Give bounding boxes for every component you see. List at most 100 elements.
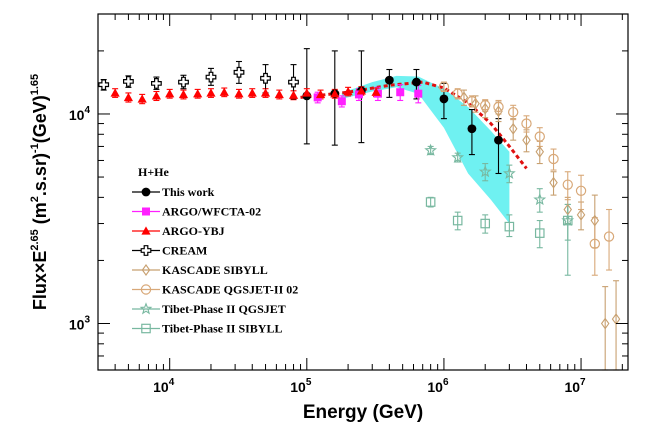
argo_ybj-point: [343, 86, 353, 96]
legend-marker-argo_ybj: [141, 226, 151, 235]
this_work-point: [439, 94, 449, 104]
tibet_sibyll-point: [452, 215, 463, 226]
argo_ybj-point: [234, 89, 244, 98]
cream-point: [178, 76, 189, 88]
this_work-point: [467, 124, 477, 134]
kascade_sibyll-point: [600, 317, 610, 330]
cream-point: [98, 79, 110, 91]
argo_ybj-point: [123, 92, 134, 102]
argo_ybj-point: [260, 88, 271, 97]
argo_ybj-point: [206, 88, 216, 97]
plot-frame: [97, 13, 629, 371]
x-axis-label: Energy (GeV): [303, 402, 423, 423]
kascade_qgsjet-point: [507, 106, 519, 118]
kascade_sibyll-point: [535, 145, 545, 158]
kascade_sibyll-point: [611, 313, 621, 326]
argo_wfcta-point: [396, 88, 405, 97]
kascade_qgsjet-point: [466, 96, 478, 107]
legend-label: Tibet-Phase II SIBYLL: [162, 322, 282, 336]
this_work-point: [384, 75, 394, 85]
fit-line: [300, 80, 528, 170]
legend-marker-kascade_sibyll: [141, 264, 151, 276]
x-tick-label: 107: [564, 377, 586, 395]
tibet_sibyll-point: [562, 215, 573, 226]
legend-item: Tibet-Phase II QGSJET: [132, 302, 286, 316]
argo_ybj-point: [274, 89, 284, 99]
legend-item: ARGO-YBJ: [132, 224, 225, 238]
argo_ybj-point: [165, 89, 175, 98]
legend-title: H+He: [138, 165, 170, 179]
tibet_sibyll-point: [504, 221, 515, 232]
kascade_qgsjet-point: [493, 101, 504, 113]
x-tick-label: 104: [153, 377, 175, 395]
kascade_qgsjet-point: [589, 238, 601, 250]
kascade_sibyll-point: [549, 176, 558, 189]
legend-marker-this_work: [141, 187, 151, 197]
kascade_qgsjet-point: [452, 88, 463, 99]
argo_ybj-point: [178, 89, 189, 99]
legend-label: Tibet-Phase II QGSJET: [162, 302, 286, 316]
argo_ybj-point: [193, 89, 203, 98]
kascade_qgsjet-point: [548, 153, 559, 165]
argo_ybj-point: [302, 88, 312, 97]
legend-marker-kascade_qgsjet: [140, 284, 152, 295]
legend-item: KASCADE QGSJET-II 02: [132, 283, 298, 297]
legend-item: CREAM: [132, 244, 207, 258]
cream-point: [288, 76, 299, 88]
tibet_qgsjet-point: [502, 166, 516, 179]
legend-label: This work: [162, 185, 215, 199]
legend-label: KASCADE SIBYLL: [162, 263, 268, 277]
argo_ybj-point: [330, 89, 340, 98]
legend-item: Tibet-Phase II SIBYLL: [132, 322, 282, 336]
argo_ybj-point: [219, 87, 229, 96]
kascade_qgsjet-point: [575, 185, 587, 196]
legend-item: ARGO/WFCTA-02: [132, 205, 261, 219]
y-axis-label: Flux×E2.65 (m2.s.sr)-1(GeV)1.65: [29, 74, 50, 310]
argo_ybj-point: [356, 86, 366, 95]
x-tick-label: 105: [290, 377, 312, 395]
cream-point: [205, 71, 217, 83]
cream-point: [151, 77, 162, 89]
cream-point: [260, 72, 271, 84]
tibet_qgsjet-point: [451, 150, 465, 163]
kascade_sibyll-point: [494, 105, 503, 118]
kascade_qgsjet-point: [534, 131, 545, 142]
tibet_qgsjet-point: [424, 143, 438, 156]
tibet_sibyll-point: [480, 218, 491, 229]
argo_ybj-point: [371, 87, 381, 96]
cream-point: [233, 66, 245, 78]
kascade_qgsjet-point: [438, 81, 450, 92]
cream-point: [122, 75, 134, 87]
systematic-band: [341, 75, 510, 224]
kascade_sibyll-point: [471, 97, 480, 110]
argo_ybj-point: [288, 90, 299, 99]
y-tick-label: 103: [69, 315, 91, 333]
kascade_qgsjet-point: [521, 118, 532, 129]
argo_ybj-point: [247, 88, 257, 97]
kascade_sibyll-point: [480, 102, 490, 115]
legend-label: ARGO/WFCTA-02: [162, 205, 261, 219]
this_work-point: [412, 77, 421, 87]
kascade_qgsjet-point: [480, 100, 491, 111]
kascade_qgsjet-point: [603, 231, 615, 242]
tibet_sibyll-point: [425, 197, 436, 207]
legend-label: CREAM: [162, 244, 207, 258]
argo_ybj-point: [315, 89, 326, 99]
legend-item: This work: [132, 185, 215, 199]
legend-label: ARGO-YBJ: [162, 224, 225, 238]
legend-label: KASCADE QGSJET-II 02: [162, 283, 298, 297]
kascade_sibyll-point: [522, 134, 531, 147]
tibet_qgsjet-point: [533, 192, 547, 206]
argo_wfcta-point: [337, 97, 346, 106]
legend-marker-tibet_qgsjet: [139, 302, 153, 315]
this_work-point: [494, 135, 503, 145]
tibet_qgsjet-point: [478, 165, 492, 178]
legend: H+He This work ARGO/WFCTA-02 ARGO-YBJ CREAM…: [132, 165, 298, 336]
tibet_sibyll-point: [534, 228, 545, 238]
kascade_sibyll-point: [590, 214, 600, 227]
kascade_qgsjet-point: [562, 179, 573, 190]
argo_wfcta-point: [414, 89, 423, 98]
legend-marker-cream: [140, 245, 152, 256]
argo_ybj-point: [137, 94, 147, 103]
